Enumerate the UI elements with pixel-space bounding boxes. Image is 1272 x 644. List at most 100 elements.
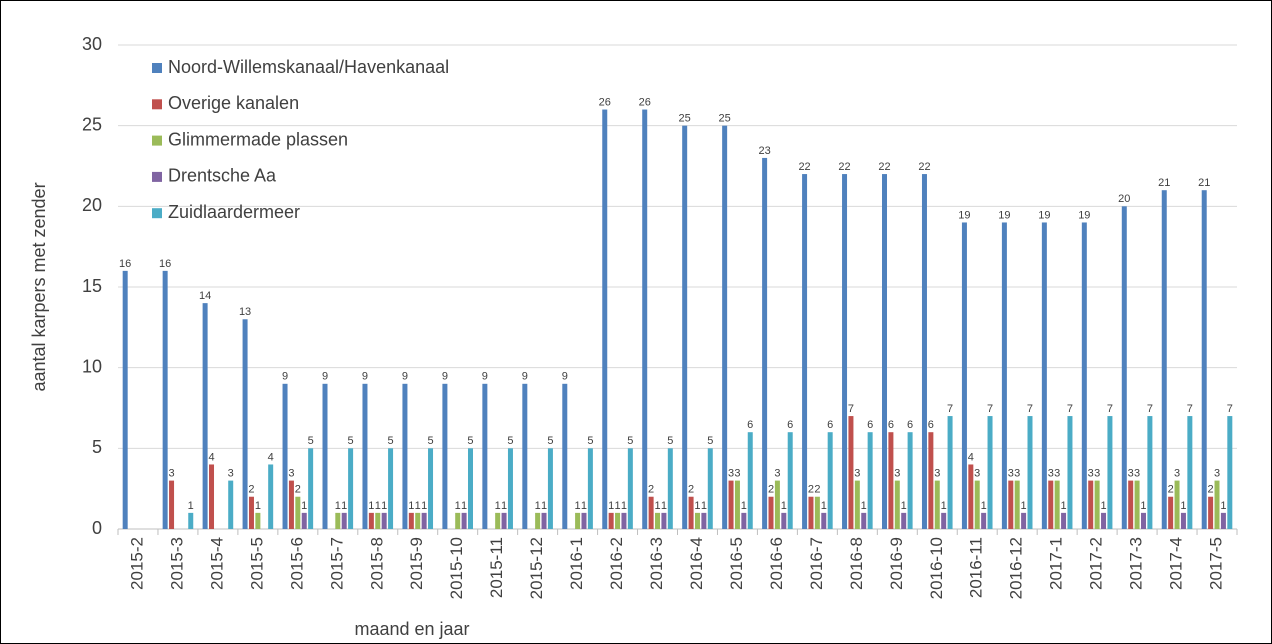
data-label: 22 <box>878 161 890 173</box>
bar <box>1214 480 1220 529</box>
bar <box>122 270 128 529</box>
data-label: 2 <box>248 484 254 496</box>
bar <box>1081 222 1087 529</box>
bar <box>842 174 848 530</box>
bar <box>562 383 568 529</box>
data-label: 1 <box>821 500 827 512</box>
bar <box>408 512 414 529</box>
x-tick-label: 2016-12 <box>1007 537 1026 599</box>
data-label: 3 <box>288 468 294 480</box>
data-label: 1 <box>495 500 501 512</box>
bar <box>162 270 168 529</box>
bar <box>648 496 654 529</box>
data-label: 1 <box>381 500 387 512</box>
data-label: 2 <box>688 484 694 496</box>
legend-label: Zuidlaardermeer <box>168 202 300 222</box>
bar <box>827 432 833 529</box>
data-label: 3 <box>1128 468 1134 480</box>
bar <box>734 480 740 529</box>
bar <box>888 432 894 529</box>
bar <box>642 109 648 530</box>
bar <box>701 512 707 529</box>
y-tick-label: 25 <box>82 114 102 134</box>
bar <box>707 448 713 529</box>
data-label: 3 <box>1134 468 1140 480</box>
data-label: 3 <box>1048 468 1054 480</box>
data-label: 1 <box>1060 500 1066 512</box>
legend-label: Glimmermade plassen <box>168 129 348 149</box>
bar <box>1121 206 1127 530</box>
bar <box>1094 480 1100 529</box>
bar <box>608 512 614 529</box>
bar <box>547 448 553 529</box>
bar <box>1174 480 1180 529</box>
bar <box>268 464 274 529</box>
data-label: 3 <box>1054 468 1060 480</box>
bar <box>1107 416 1113 529</box>
bar <box>928 432 934 529</box>
bar <box>655 512 661 529</box>
data-label: 19 <box>1078 209 1090 221</box>
data-label: 9 <box>442 371 448 383</box>
data-label: 7 <box>947 403 953 415</box>
data-label: 1 <box>941 500 947 512</box>
x-tick-label: 2016-11 <box>967 537 986 598</box>
data-label: 1 <box>981 500 987 512</box>
data-label: 1 <box>541 500 547 512</box>
x-tick-label: 2015-9 <box>407 537 426 590</box>
bar <box>741 512 747 529</box>
data-label: 1 <box>255 500 261 512</box>
bar <box>602 109 608 530</box>
data-label: 1 <box>375 500 381 512</box>
x-tick-label: 2016-7 <box>807 537 826 590</box>
bar <box>1227 416 1233 529</box>
bar <box>375 512 381 529</box>
bar <box>615 512 621 529</box>
bar <box>421 512 427 529</box>
bar <box>848 416 854 529</box>
data-label: 4 <box>968 451 974 463</box>
x-tick-label: 2015-6 <box>287 537 306 590</box>
legend-swatch <box>152 63 162 73</box>
bar <box>1180 512 1186 529</box>
data-label: 4 <box>268 451 274 463</box>
data-label: 7 <box>1067 403 1073 415</box>
data-label: 1 <box>701 500 707 512</box>
bar <box>1147 416 1153 529</box>
data-label: 26 <box>639 96 651 108</box>
bar <box>947 416 953 529</box>
bar <box>467 448 473 529</box>
data-label: 25 <box>679 113 691 125</box>
data-label: 1 <box>621 500 627 512</box>
bar <box>1021 512 1027 529</box>
data-label: 1 <box>581 500 587 512</box>
bar <box>1161 190 1167 529</box>
bar <box>747 432 753 529</box>
bar <box>322 383 328 529</box>
bar <box>882 174 888 530</box>
data-label: 25 <box>719 113 731 125</box>
data-label: 9 <box>282 371 288 383</box>
data-label: 9 <box>562 371 568 383</box>
data-label: 1 <box>1140 500 1146 512</box>
x-tick-label: 2017-2 <box>1087 537 1106 590</box>
bar <box>1054 480 1060 529</box>
bar <box>575 512 581 529</box>
x-tick-label: 2015-2 <box>127 537 146 590</box>
bar <box>428 448 434 529</box>
x-tick-label: 2016-5 <box>727 537 746 590</box>
bar <box>402 383 408 529</box>
bar <box>461 512 467 529</box>
bar <box>667 448 673 529</box>
bar <box>821 512 827 529</box>
data-label: 1 <box>415 500 421 512</box>
data-label: 7 <box>1107 403 1113 415</box>
data-label: 9 <box>362 371 368 383</box>
data-label: 3 <box>1008 468 1014 480</box>
data-label: 1 <box>421 500 427 512</box>
bar <box>501 512 507 529</box>
x-tick-label: 2015-3 <box>167 537 186 590</box>
bar <box>1208 496 1214 529</box>
data-label: 5 <box>707 435 713 447</box>
